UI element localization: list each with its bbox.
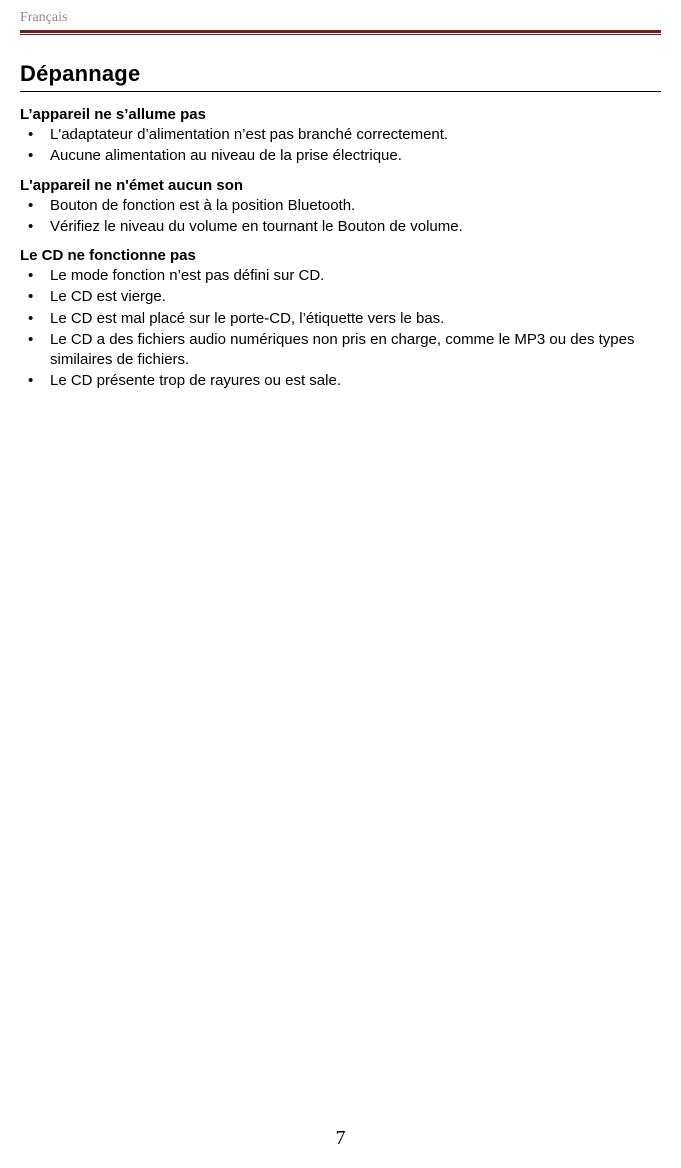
list-item: Le CD est vierge. xyxy=(20,287,661,307)
list-item: Le mode fonction n’est pas défini sur CD… xyxy=(20,266,661,286)
document-page: Français Dépannage L’appareil ne s’allum… xyxy=(0,0,681,1168)
bullet-list: L'adaptateur d’alimentation n’est pas br… xyxy=(20,125,661,167)
page-number: 7 xyxy=(0,1127,681,1150)
section-heading: L’appareil ne s’allume pas xyxy=(20,106,661,123)
bullet-list: Bouton de fonction est à la position Blu… xyxy=(20,196,661,238)
section-heading: Le CD ne fonctionne pas xyxy=(20,247,661,264)
list-item: L'adaptateur d’alimentation n’est pas br… xyxy=(20,125,661,145)
list-item: Aucune alimentation au niveau de la pris… xyxy=(20,146,661,166)
list-item: Bouton de fonction est à la position Blu… xyxy=(20,196,661,216)
list-item: Vérifiez le niveau du volume en tournant… xyxy=(20,217,661,237)
header-rule xyxy=(20,30,661,35)
list-item: Le CD est mal placé sur le porte-CD, l’é… xyxy=(20,309,661,329)
page-title: Dépannage xyxy=(20,61,661,91)
title-underline xyxy=(20,91,661,92)
bullet-list: Le mode fonction n’est pas défini sur CD… xyxy=(20,266,661,392)
list-item: Le CD a des fichiers audio numériques no… xyxy=(20,330,661,371)
list-item: Le CD présente trop de rayures ou est sa… xyxy=(20,371,661,391)
section-heading: L'appareil ne n'émet aucun son xyxy=(20,177,661,194)
header-language-label: Français xyxy=(20,10,661,30)
